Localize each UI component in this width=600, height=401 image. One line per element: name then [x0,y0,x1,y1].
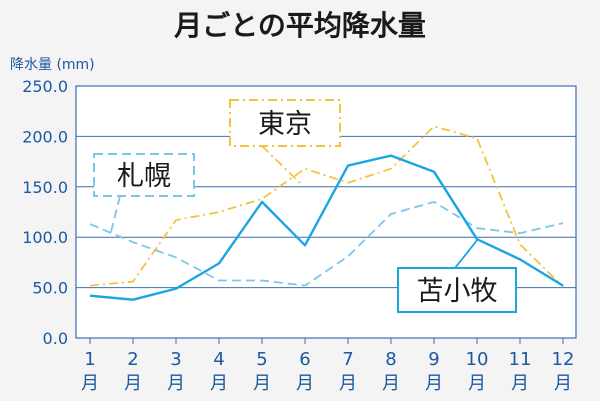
x-tick-unit: 月 [425,373,443,394]
callout-3: 苫小牧 [397,238,517,313]
callout-pointer [109,195,121,237]
series-name-label: 苫小牧 [417,276,498,307]
y-tick-label: 100.0 [22,228,68,247]
x-tick-unit: 月 [124,373,142,394]
y-axis-label: 降水量 (mm) [10,57,95,73]
x-tick-number: 10 [466,349,489,370]
x-tick-number: 11 [509,349,532,370]
x-tick-unit: 月 [339,373,357,394]
y-tick-label: 0.0 [43,329,68,348]
x-tick-unit: 月 [210,373,228,394]
y-tick-label: 200.0 [22,127,68,146]
callout-pointer [261,145,301,184]
callout-2: 札幌 [93,153,195,237]
x-tick-labels: 1 月 2 月 3 月 4 月 5 月 6 月 7 月 8 月 9 月 10 月 11 月 12 月 [81,349,574,394]
y-tick-label: 150.0 [22,178,68,197]
x-tick-number: 9 [428,349,439,370]
x-tick-unit: 月 [167,373,185,394]
x-tick-number: 6 [299,349,310,370]
callout-box [397,267,517,313]
x-tick-number: 4 [213,349,224,370]
x-tick-number: 7 [342,349,353,370]
x-tick-number: 1 [84,349,95,370]
x-tick-number: 5 [256,349,267,370]
x-tick-unit: 月 [511,373,529,394]
x-tick-unit: 月 [81,373,99,394]
x-tick-unit: 月 [253,373,271,394]
callout-pointer [454,238,479,269]
x-tick-number: 3 [170,349,181,370]
x-tick-unit: 月 [382,373,400,394]
y-tick-label: 50.0 [32,279,68,298]
x-tick-number: 8 [385,349,396,370]
x-tick-unit: 月 [554,373,572,394]
series-line-3 [89,154,564,301]
callout-box [229,99,341,147]
series-line-2 [89,200,564,287]
x-tick-number: 12 [552,349,575,370]
callout-box [93,153,195,197]
series-lines [89,125,564,301]
x-tick-unit: 月 [296,373,314,394]
callout-1: 東京 [229,99,341,184]
y-tick-label: 250.0 [22,77,68,96]
x-tick-unit: 月 [468,373,486,394]
x-tick-number: 2 [127,349,138,370]
y-tick-labels: 0.0 50.0 100.0 150.0 200.0 250.0 [22,77,68,348]
series-name-label: 東京 [258,109,312,140]
series-name-label: 札幌 [117,161,171,192]
chart-title: 月ごとの平均降水量 [173,9,426,42]
